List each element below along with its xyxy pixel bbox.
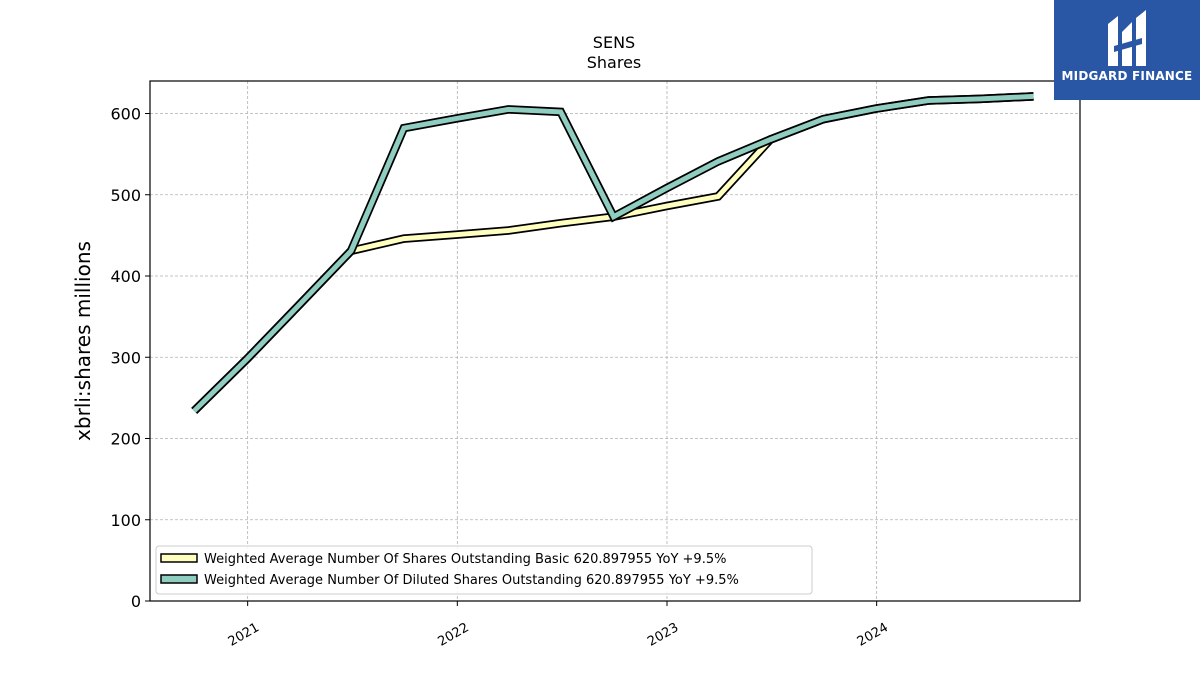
- x-tick-label: 2022: [435, 620, 471, 650]
- plot-frame: [149, 80, 1081, 602]
- legend-entry: Weighted Average Number Of Shares Outsta…: [204, 552, 726, 567]
- y-tick-label: 0: [131, 592, 141, 611]
- series-lines: [191, 92, 1034, 414]
- series-2-outline: [191, 92, 1034, 414]
- legend-swatch: [160, 553, 198, 563]
- y-tick-label: 100: [110, 511, 141, 530]
- legend: Weighted Average Number Of Shares Outsta…: [155, 545, 813, 595]
- chart-title-line-1: SENS: [593, 33, 635, 52]
- midgard-logo-icon: [1108, 10, 1146, 66]
- y-tick-label: 600: [110, 105, 141, 124]
- x-tick-label: 2021: [226, 620, 262, 650]
- y-axis-label: xbrli:shares millions: [71, 241, 95, 441]
- series-1-line: [192, 93, 1034, 413]
- y-tick-label: 500: [110, 186, 141, 205]
- midgard-finance-logo: MIDGARD FINANCE: [1054, 0, 1200, 100]
- series-2-line: [192, 93, 1034, 413]
- chart-title-line-2: Shares: [587, 53, 642, 72]
- chart-title: SENS Shares: [587, 33, 642, 72]
- x-tick-label: 2024: [855, 620, 891, 650]
- legend-entry: Weighted Average Number Of Diluted Share…: [204, 573, 739, 588]
- legend-box: [155, 545, 813, 595]
- series-1-outline: [191, 92, 1034, 414]
- y-tick-label: 200: [110, 430, 141, 449]
- x-tick-label: 2023: [645, 620, 681, 650]
- logo-text: MIDGARD FINANCE: [1061, 69, 1193, 83]
- y-tick-label: 400: [110, 267, 141, 286]
- legend-swatch: [160, 574, 198, 584]
- gridlines: [150, 81, 1080, 602]
- y-tick-label: 300: [110, 348, 141, 367]
